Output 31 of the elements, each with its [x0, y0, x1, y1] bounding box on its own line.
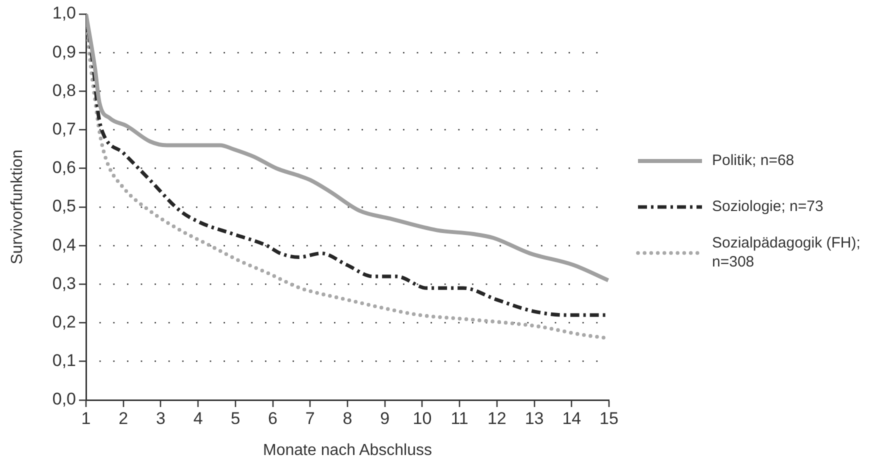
- legend-label: Soziologie; n=73: [712, 198, 824, 216]
- y-tick-label: 0,0: [52, 390, 76, 409]
- y-tick-label: 1,0: [52, 4, 76, 23]
- y-tick-label: 0,7: [52, 119, 76, 138]
- x-tick-label: 12: [487, 408, 506, 428]
- x-tick-label: 5: [230, 408, 240, 428]
- y-tick-label: 0,2: [52, 312, 76, 332]
- legend-label: Politik; n=68: [712, 152, 794, 170]
- y-tick-label: 0,8: [52, 80, 76, 100]
- x-tick-label: 14: [562, 408, 582, 428]
- y-axis-title: Survivorfunktion: [9, 150, 26, 264]
- x-tick-label: 7: [305, 408, 315, 428]
- y-tick-label: 0,3: [52, 274, 76, 293]
- x-tick-label: 8: [342, 408, 352, 428]
- legend-label: Sozialpädagogik (FH); n=308: [712, 234, 860, 271]
- x-tick-label: 11: [450, 408, 468, 428]
- x-tick-label: 2: [118, 408, 128, 428]
- y-tick-label: 0,4: [52, 235, 76, 254]
- y-tick-label: 0,6: [52, 158, 76, 178]
- x-tick-label: 13: [524, 408, 544, 428]
- x-tick-label: 15: [600, 408, 618, 428]
- x-axis-title: Monate nach Abschluss: [263, 442, 432, 459]
- x-tick-label: 6: [268, 408, 278, 428]
- x-tick-label: 10: [412, 408, 432, 428]
- y-tick-label: 0,5: [52, 196, 76, 216]
- y-tick-label: 0,1: [52, 351, 76, 370]
- x-tick-label: 9: [380, 408, 390, 428]
- y-tick-label: 0,9: [52, 42, 76, 62]
- x-tick-label: 3: [156, 408, 166, 428]
- x-tick-label: 1: [81, 408, 91, 428]
- x-tick-label: 4: [193, 408, 203, 428]
